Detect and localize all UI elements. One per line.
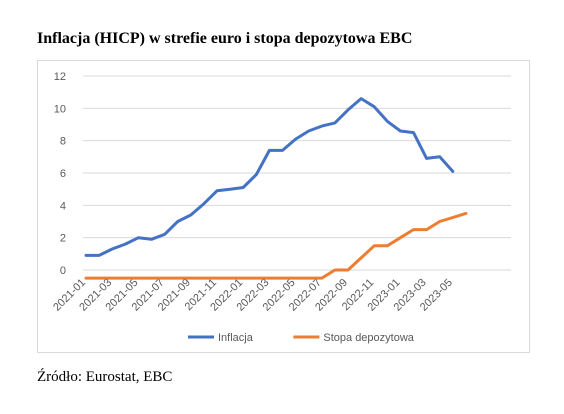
series-line-stopa-depozytowa — [84, 211, 468, 280]
legend-label: Stopa depozytowa — [323, 332, 414, 344]
source-note: Źródło: Eurostat, EBC — [37, 369, 173, 385]
y-tick-label: 12 — [54, 71, 66, 83]
y-tick-label: 6 — [60, 168, 66, 180]
line-chart: 0 2 4 6 8 10 12 2021-012021-032021-052021-0720… — [51, 71, 511, 344]
series-lines — [84, 97, 468, 280]
y-tick-label: 0 — [60, 265, 66, 277]
y-tick-label: 2 — [60, 233, 66, 245]
y-axis-ticks: 0 2 4 6 8 10 12 — [54, 71, 66, 277]
chart-title: Inflacja (HICP) w strefie euro i stopa d… — [37, 30, 413, 47]
x-axis-ticks: 2021-012021-032021-052021-072021-092021-… — [51, 277, 455, 314]
legend: Inflacja Stopa depozytowa — [188, 332, 415, 344]
legend-label: Inflacja — [218, 332, 254, 344]
chart-frame: 0 2 4 6 8 10 12 2021-01 2021-03 2021-05 2021-07 20… — [37, 60, 530, 353]
grid-lines — [83, 75, 511, 271]
y-tick-label: 8 — [60, 136, 66, 148]
y-tick-label: 10 — [54, 103, 66, 115]
y-tick-label: 4 — [60, 200, 66, 212]
series-line-inflacja — [84, 97, 455, 257]
